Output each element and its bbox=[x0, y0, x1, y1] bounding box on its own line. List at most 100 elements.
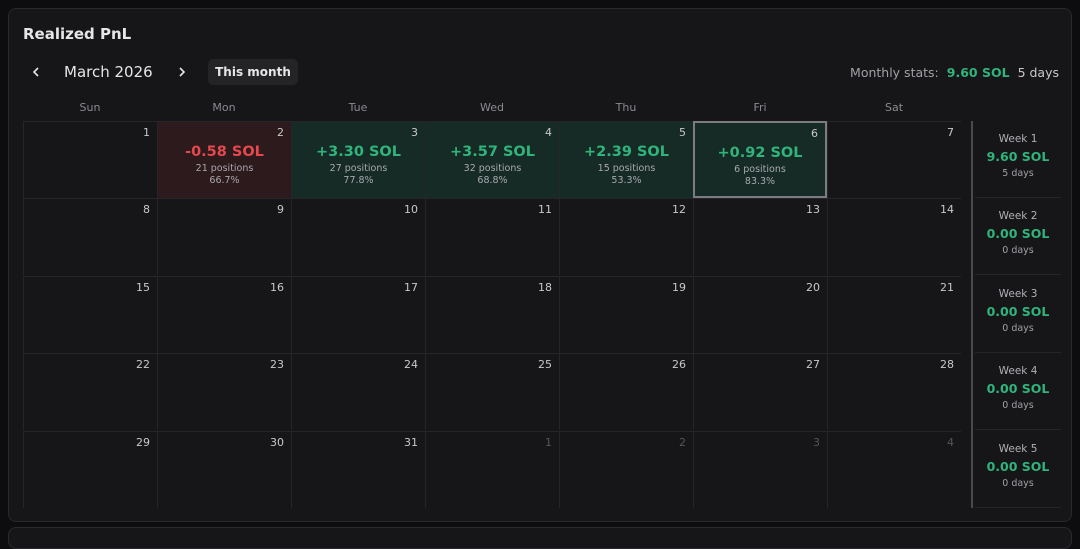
day-number: 6 bbox=[811, 127, 818, 140]
day-cell[interactable]: 28 bbox=[827, 353, 961, 431]
day-pnl: -0.58 SOL bbox=[185, 144, 264, 160]
day-cell: 2 bbox=[559, 430, 693, 508]
day-number: 31 bbox=[404, 435, 418, 449]
panel-title: Realized PnL bbox=[23, 25, 132, 43]
day-positions: 15 positions bbox=[597, 163, 656, 174]
day-cell[interactable]: 31 bbox=[291, 430, 425, 508]
this-month-button[interactable]: This month bbox=[208, 59, 298, 85]
day-cell[interactable]: 26 bbox=[559, 353, 693, 431]
day-cell[interactable]: 9 bbox=[157, 198, 291, 276]
day-cell[interactable]: 5 +2.39 SOL 15 positions 53.3% bbox=[559, 121, 693, 198]
day-cell[interactable]: 18 bbox=[425, 275, 559, 353]
day-pnl: +3.57 SOL bbox=[450, 144, 535, 160]
day-number: 4 bbox=[545, 126, 552, 139]
day-number: 3 bbox=[813, 435, 820, 449]
day-cell[interactable]: 24 bbox=[291, 353, 425, 431]
day-pnl: +3.30 SOL bbox=[316, 144, 401, 160]
weekday-label: Mon bbox=[212, 101, 236, 114]
day-cell[interactable]: 27 bbox=[693, 353, 827, 431]
week-days: 0 days bbox=[1002, 400, 1034, 412]
day-cell[interactable]: 22 bbox=[23, 353, 157, 431]
day-number: 16 bbox=[270, 280, 284, 294]
day-cell[interactable]: 13 bbox=[693, 198, 827, 276]
day-cell[interactable]: 11 bbox=[425, 198, 559, 276]
day-cell[interactable]: 8 bbox=[23, 198, 157, 276]
week-label: Week 1 bbox=[998, 133, 1038, 145]
day-pnl: +2.39 SOL bbox=[584, 144, 669, 160]
day-cell[interactable]: 21 bbox=[827, 275, 961, 353]
page: Realized PnL March 2026 This month Month… bbox=[8, 8, 1072, 549]
stats-value: 9.60 SOL bbox=[946, 65, 1010, 80]
day-number: 11 bbox=[538, 203, 552, 217]
day-cell[interactable]: 1 bbox=[23, 121, 157, 198]
week-label: Week 5 bbox=[998, 442, 1038, 455]
day-cell[interactable]: 10 bbox=[291, 198, 425, 276]
day-cell[interactable]: 15 bbox=[23, 275, 157, 353]
week-days: 0 days bbox=[1002, 322, 1034, 334]
day-cell[interactable]: 7 bbox=[827, 121, 961, 198]
day-number: 29 bbox=[136, 435, 150, 449]
weekday-label: Thu bbox=[615, 101, 637, 114]
day-number: 13 bbox=[806, 203, 820, 217]
day-cell[interactable]: 14 bbox=[827, 198, 961, 276]
monthly-stats: Monthly stats: 9.60 SOL 5 days bbox=[850, 65, 1059, 80]
day-cell[interactable]: 4 +3.57 SOL 32 positions 68.8% bbox=[425, 121, 559, 198]
day-number: 24 bbox=[404, 358, 418, 372]
day-number: 20 bbox=[806, 280, 820, 294]
day-positions: 21 positions bbox=[195, 163, 254, 174]
prev-month[interactable] bbox=[30, 66, 42, 78]
week-summary: Week 5 0.00 SOL 0 days bbox=[975, 431, 1061, 508]
day-positions: 27 positions bbox=[329, 163, 388, 174]
day-pnl: +0.92 SOL bbox=[717, 145, 803, 161]
week-label: Week 3 bbox=[998, 287, 1038, 300]
week-summary: Week 4 0.00 SOL 0 days bbox=[975, 353, 1061, 431]
day-cell[interactable]: 19 bbox=[559, 275, 693, 353]
next-month[interactable] bbox=[176, 66, 188, 78]
week-days: 0 days bbox=[1002, 477, 1034, 489]
pnl-panel: Realized PnL March 2026 This month Month… bbox=[8, 8, 1072, 522]
week-label: Week 4 bbox=[998, 365, 1038, 378]
day-number: 1 bbox=[545, 435, 552, 449]
day-number: 10 bbox=[404, 203, 418, 217]
day-number: 15 bbox=[136, 280, 150, 294]
day-number: 8 bbox=[143, 203, 150, 217]
day-cell: 3 bbox=[693, 430, 827, 508]
day-number: 19 bbox=[672, 280, 686, 294]
stats-label: Monthly stats: bbox=[850, 65, 939, 80]
day-cell[interactable]: 16 bbox=[157, 275, 291, 353]
day-number: 28 bbox=[940, 358, 954, 372]
week-days: 0 days bbox=[1002, 245, 1034, 257]
weekday-label: Wed bbox=[480, 101, 504, 114]
day-cell[interactable]: 23 bbox=[157, 353, 291, 431]
day-cell[interactable]: 6 +0.92 SOL 6 positions 83.3% bbox=[693, 121, 827, 198]
day-number: 25 bbox=[538, 358, 552, 372]
week-divider bbox=[971, 121, 973, 508]
week-summary: Week 1 9.60 SOL 5 days bbox=[975, 121, 1061, 198]
day-number: 23 bbox=[270, 358, 284, 372]
day-number: 14 bbox=[940, 203, 954, 217]
day-number: 18 bbox=[538, 280, 552, 294]
day-cell[interactable]: 30 bbox=[157, 430, 291, 508]
day-number: 9 bbox=[277, 203, 284, 217]
day-cell[interactable]: 25 bbox=[425, 353, 559, 431]
day-cell[interactable]: 17 bbox=[291, 275, 425, 353]
day-cell[interactable]: 29 bbox=[23, 430, 157, 508]
day-win-rate: 66.7% bbox=[209, 175, 240, 186]
day-cell[interactable]: 2 -0.58 SOL 21 positions 66.7% bbox=[157, 121, 291, 198]
day-number: 30 bbox=[270, 435, 284, 449]
week-value: 0.00 SOL bbox=[986, 226, 1050, 242]
day-number: 7 bbox=[947, 126, 954, 139]
day-win-rate: 53.3% bbox=[611, 175, 642, 186]
day-cell[interactable]: 12 bbox=[559, 198, 693, 276]
week-value: 0.00 SOL bbox=[986, 303, 1050, 319]
day-cell[interactable]: 20 bbox=[693, 275, 827, 353]
day-number: 21 bbox=[940, 280, 954, 294]
day-cell: 1 bbox=[425, 430, 559, 508]
day-cell[interactable]: 3 +3.30 SOL 27 positions 77.8% bbox=[291, 121, 425, 198]
week-days: 5 days bbox=[1002, 168, 1034, 179]
day-number: 1 bbox=[143, 126, 150, 139]
next-panel bbox=[8, 527, 1072, 549]
day-number: 12 bbox=[672, 203, 686, 217]
week-label: Week 2 bbox=[998, 210, 1038, 223]
day-number: 4 bbox=[947, 435, 954, 449]
